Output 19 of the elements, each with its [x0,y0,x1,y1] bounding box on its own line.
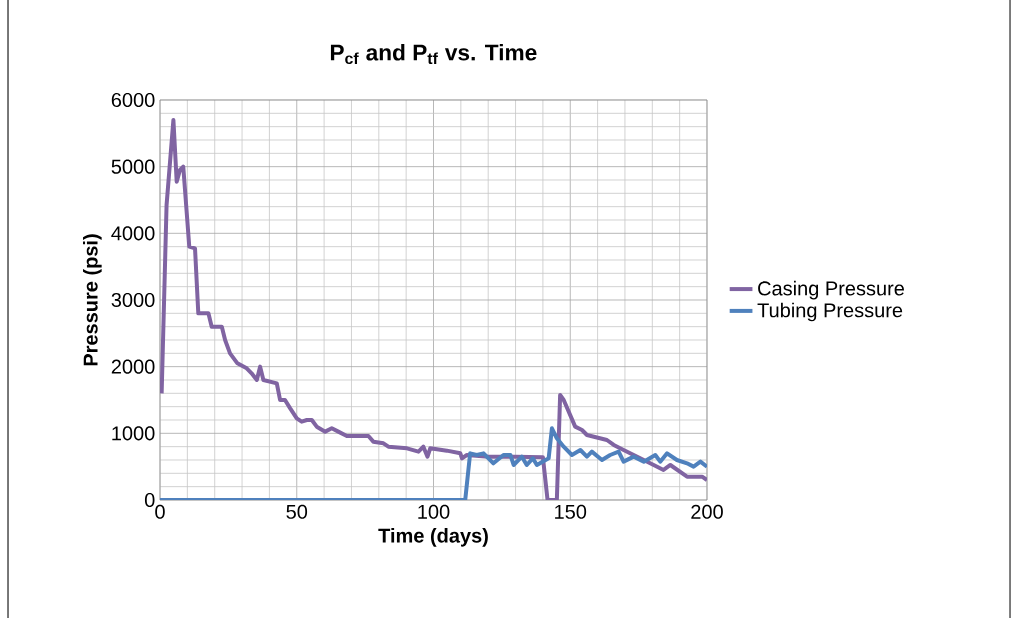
y-tick-label: 4000 [111,226,155,241]
y-tick-label: 1000 [112,426,155,441]
y-tick-label: 5000 [111,159,155,174]
x-tick-label: 100 [418,504,450,519]
y-axis-title: Pressure (psi) [83,234,102,366]
y-tick-label: 3000 [111,292,155,308]
x-tick-label: 150 [555,504,587,519]
y-tick-label: 2000 [111,359,155,374]
line-series [160,117,707,500]
x-tick-label: 50 [286,504,308,519]
legend-label: Tubing Pressure [757,302,903,322]
x-tick-label: 200 [691,504,723,519]
x-tick-label: 0 [155,504,165,519]
x-axis-title: Time (days) [378,528,488,547]
y-tick-label: 0 [144,492,155,508]
legend-label: Casing Pressure [758,280,904,300]
chart-title: P$_{cf}$ and P$_{tf}$ vs. Time [330,43,537,65]
y-tick-label: 6000 [111,92,155,108]
line-series [160,426,707,500]
